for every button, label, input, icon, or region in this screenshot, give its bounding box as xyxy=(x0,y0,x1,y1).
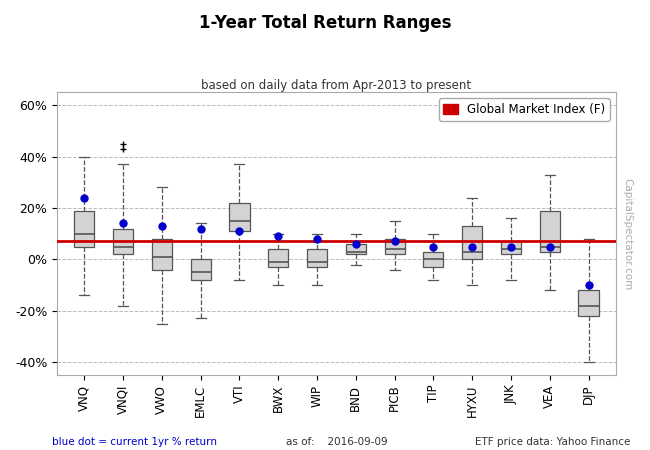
PathPatch shape xyxy=(462,226,482,259)
PathPatch shape xyxy=(385,239,405,254)
Text: as of:    2016-09-09: as of: 2016-09-09 xyxy=(286,436,387,446)
PathPatch shape xyxy=(501,241,521,254)
PathPatch shape xyxy=(113,229,133,254)
PathPatch shape xyxy=(190,259,211,280)
Text: 1-Year Total Return Ranges: 1-Year Total Return Ranges xyxy=(199,14,451,32)
Legend: Global Market Index (F): Global Market Index (F) xyxy=(439,99,610,121)
Title: based on daily data from Apr-2013 to present: based on daily data from Apr-2013 to pre… xyxy=(202,80,471,93)
PathPatch shape xyxy=(74,211,94,247)
PathPatch shape xyxy=(268,249,289,267)
Text: CapitalSpectator.com: CapitalSpectator.com xyxy=(623,178,632,290)
PathPatch shape xyxy=(578,290,599,316)
Text: blue dot = current 1yr % return: blue dot = current 1yr % return xyxy=(52,436,217,446)
PathPatch shape xyxy=(423,252,443,267)
PathPatch shape xyxy=(307,249,327,267)
Text: ETF price data: Yahoo Finance: ETF price data: Yahoo Finance xyxy=(475,436,630,446)
PathPatch shape xyxy=(346,244,366,254)
PathPatch shape xyxy=(229,203,250,231)
PathPatch shape xyxy=(151,239,172,270)
PathPatch shape xyxy=(540,211,560,252)
